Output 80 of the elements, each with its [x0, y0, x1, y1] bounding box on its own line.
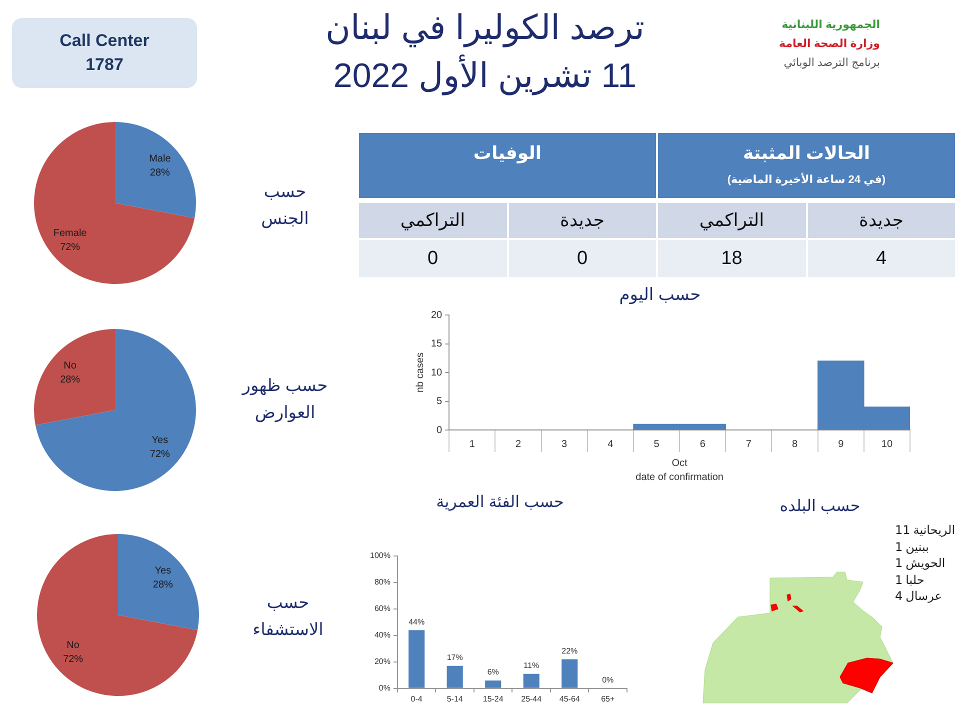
text: الحالات المثبتة [742, 142, 870, 164]
text: الجمهورية اللبنانية [780, 18, 880, 33]
data-label: 4 [895, 589, 903, 603]
data-label: 72% [150, 448, 170, 460]
y-tick-label: 60% [374, 604, 390, 614]
text: برنامج الترصد الوبائي [782, 56, 880, 71]
slice-label: Yes [152, 434, 168, 446]
y-tick-label: 0 [436, 424, 443, 436]
category-label: التراكمي [400, 210, 466, 231]
slice-label: Yes [154, 566, 172, 577]
data-label: 72% [63, 654, 84, 665]
x-tick-label: 2 [515, 438, 522, 450]
x-tick-label: 45-64 [559, 694, 580, 704]
data-label: 72% [60, 242, 80, 253]
y-axis-title: nb cases [414, 352, 426, 393]
slice-label: Male [149, 154, 172, 165]
text: حسب البلده [778, 497, 862, 516]
data-label: 4 [876, 248, 887, 270]
category-label: التراكمي [699, 210, 764, 231]
y-tick-label: 20 [431, 310, 443, 321]
data-label: 0 [576, 248, 588, 270]
x-tick-label: 1 [469, 438, 476, 450]
text: حسب الاستشفاء [252, 592, 324, 641]
data-label: 22% [562, 646, 578, 656]
text: حسب ظهور العوارض [240, 375, 329, 424]
text: Call Center 1787 [60, 30, 150, 76]
chart-title: حسب اليوم [618, 285, 702, 305]
category-label: جديدة [859, 210, 904, 231]
x-tick-label: 15-24 [482, 694, 504, 704]
x-tick-label: 0-4 [410, 694, 423, 704]
data-label: 0% [602, 676, 614, 685]
category-label: حلبا [906, 572, 924, 586]
text: Oct [672, 458, 688, 469]
x-tick-label: 65+ [601, 694, 615, 704]
data-label: 18 [721, 248, 742, 270]
x-tick-label: 3 [562, 438, 568, 450]
text: ترصد الكوليرا في لبنان [324, 8, 646, 49]
data-label: 28% [152, 580, 174, 591]
text: 11 تشرين الأول 2022 [332, 56, 638, 97]
text: الوفيات [473, 142, 542, 164]
y-tick-label: 20% [374, 657, 390, 666]
slice-label: No [64, 360, 77, 372]
x-tick-label: 10 [881, 438, 893, 450]
x-axis-title: date of confirmation [636, 472, 724, 483]
y-tick-label: 100% [370, 551, 390, 560]
data-label: 28% [60, 374, 80, 386]
data-label: 6% [487, 668, 499, 677]
data-label: 1 [895, 540, 903, 554]
category-label: جديدة [560, 210, 604, 231]
y-tick-label: 5 [436, 396, 443, 407]
category-label: ببنين [906, 540, 929, 554]
text: حسب الجنس [260, 181, 310, 230]
data-label: 44% [408, 617, 425, 626]
text: (في 24 ساعة الأخيرة الماضية) [727, 173, 886, 187]
x-tick-label: 5 [654, 438, 660, 450]
x-tick-label: 7 [746, 438, 752, 450]
x-tick-label: 9 [838, 438, 844, 450]
slice-label: Female [53, 228, 88, 239]
data-label: 17% [446, 653, 463, 662]
x-tick-label: 8 [792, 438, 798, 450]
category-label: الريحانية [913, 523, 956, 537]
y-tick-label: 40% [374, 630, 390, 640]
y-tick-label: 0% [378, 684, 390, 693]
y-tick-label: 80% [374, 578, 390, 587]
category-label: الحويش [906, 556, 946, 570]
data-label: 1 [895, 572, 903, 586]
data-label: 28% [150, 168, 170, 179]
x-tick-label: 5-14 [446, 694, 464, 704]
y-tick-label: 10 [431, 367, 443, 378]
x-tick-label: 6 [700, 438, 706, 450]
data-label: 1 [895, 556, 903, 570]
data-label: 11% [524, 661, 540, 670]
chart-title: حسب الفئة العمرية [435, 493, 565, 512]
y-tick-label: 15 [431, 338, 443, 350]
text: وزارة الصحة العامة [778, 37, 880, 52]
category-label: عرسال [906, 589, 942, 603]
data-label: 11 [895, 523, 910, 537]
x-tick-label: 4 [608, 438, 614, 450]
slice-label: No [66, 640, 80, 651]
x-tick-label: 25-44 [521, 694, 542, 704]
